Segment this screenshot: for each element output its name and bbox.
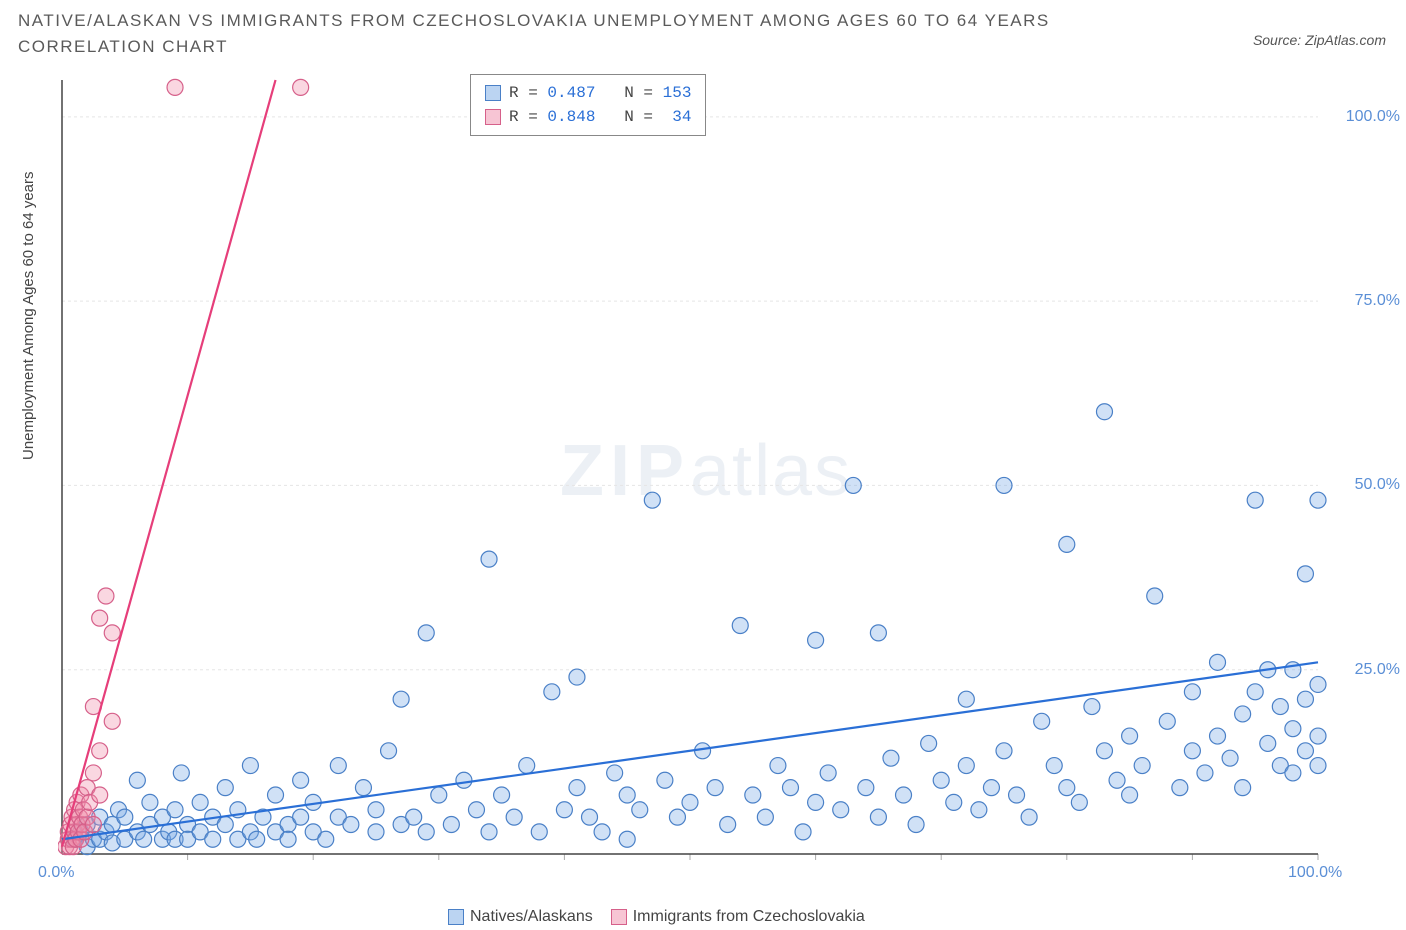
y-tick-label: 100.0% — [1346, 108, 1400, 126]
y-tick-label: 75.0% — [1355, 292, 1400, 310]
y-tick-label: 25.0% — [1355, 661, 1400, 679]
source-attribution: Source: ZipAtlas.com — [1253, 32, 1386, 48]
y-axis-label: Unemployment Among Ages 60 to 64 years — [20, 171, 37, 460]
y-tick-label: 50.0% — [1355, 476, 1400, 494]
legend-swatch — [611, 909, 627, 925]
legend-label: Natives/Alaskans — [470, 908, 593, 925]
stats-legend-box: R = 0.487 N = 153R = 0.848 N = 34 — [470, 74, 706, 136]
scatter-chart — [58, 72, 1388, 882]
legend-swatch — [448, 909, 464, 925]
x-max-label: 100.0% — [1288, 864, 1342, 882]
chart-title: NATIVE/ALASKAN VS IMMIGRANTS FROM CZECHO… — [18, 8, 1118, 59]
legend-label: Immigrants from Czechoslovakia — [633, 908, 865, 925]
stats-row: R = 0.848 N = 34 — [485, 105, 691, 129]
x-origin-label: 0.0% — [38, 864, 74, 882]
stats-row: R = 0.487 N = 153 — [485, 81, 691, 105]
bottom-legend: Natives/Alaskans Immigrants from Czechosl… — [430, 908, 865, 926]
legend-swatch — [485, 85, 501, 101]
legend-swatch — [485, 109, 501, 125]
